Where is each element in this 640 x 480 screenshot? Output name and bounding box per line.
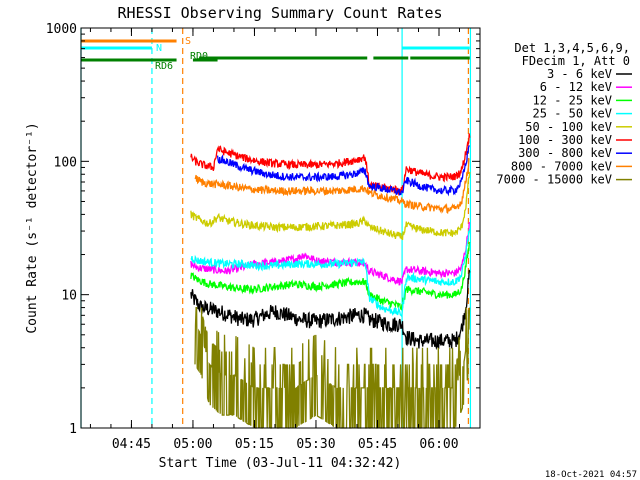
series-group (190, 133, 471, 430)
legend-label-1: 6 - 12 keV (540, 80, 612, 94)
y-axis-label: Count Rate (s⁻¹ detector⁻¹) (25, 122, 40, 333)
chart-title: RHESSI Observing Summary Count Rates (117, 4, 442, 22)
series-line-800-7000-kev (194, 157, 470, 215)
y-tick-label-0: 1 (69, 422, 77, 437)
series-line-7000-15000-kev (194, 306, 471, 430)
y-tick-label-1: 10 (61, 289, 77, 304)
x-tick-label-4: 05:45 (358, 437, 397, 452)
legend-label-0: 3 - 6 keV (547, 67, 612, 81)
y-tick-label-3: 1000 (46, 22, 77, 37)
series-line-3-6-kev (190, 269, 471, 351)
flag-bars: S N RD0 RD6 (81, 36, 470, 72)
legend-label-2: 12 - 25 keV (533, 93, 612, 107)
legend-label-6: 300 - 800 keV (518, 146, 612, 160)
flag-rd6-label: RD6 (155, 61, 173, 72)
legend-label-4: 50 - 100 keV (525, 120, 612, 134)
series-line-25-50-kev (190, 228, 471, 318)
legend-header-0: Det 1,3,4,5,6,9, (514, 41, 630, 55)
x-tick-label-1: 05:00 (173, 437, 212, 452)
x-tick-label-3: 05:30 (296, 437, 335, 452)
series-line-100-300-kev (190, 133, 471, 197)
legend-label-7: 800 - 7000 keV (511, 159, 612, 173)
series-line-12-25-kev (190, 241, 471, 311)
legend-header-1: FDecim 1, Att 0 (522, 54, 630, 68)
flag-s-label: S (185, 36, 191, 47)
flag-n-label: N (156, 43, 162, 54)
legend: Det 1,3,4,5,6,9,FDecim 1, Att 03 - 6 keV… (496, 41, 632, 187)
axis-ticks: 04:45 05:00 05:15 05:30 05:45 06:00 1 10 100 1000 (46, 22, 480, 452)
flag-rd0-label: RD0 (190, 51, 208, 62)
x-axis-label: Start Time (03-Jul-11 04:32:42) (159, 456, 402, 471)
plot-frame (80, 27, 481, 429)
legend-label-8: 7000 - 15000 keV (496, 173, 612, 187)
x-tick-label-2: 05:15 (235, 437, 274, 452)
series-line-50-100-kev (190, 171, 471, 241)
y-tick-label-2: 100 (54, 155, 77, 170)
x-tick-label-5: 06:00 (419, 437, 458, 452)
legend-label-5: 100 - 300 keV (518, 133, 612, 147)
series-line-300-800-kev (216, 145, 470, 197)
legend-label-3: 25 - 50 keV (533, 107, 612, 121)
timestamp: 18-Oct-2021 04:57 (545, 470, 637, 480)
x-tick-label-0: 04:45 (112, 437, 151, 452)
